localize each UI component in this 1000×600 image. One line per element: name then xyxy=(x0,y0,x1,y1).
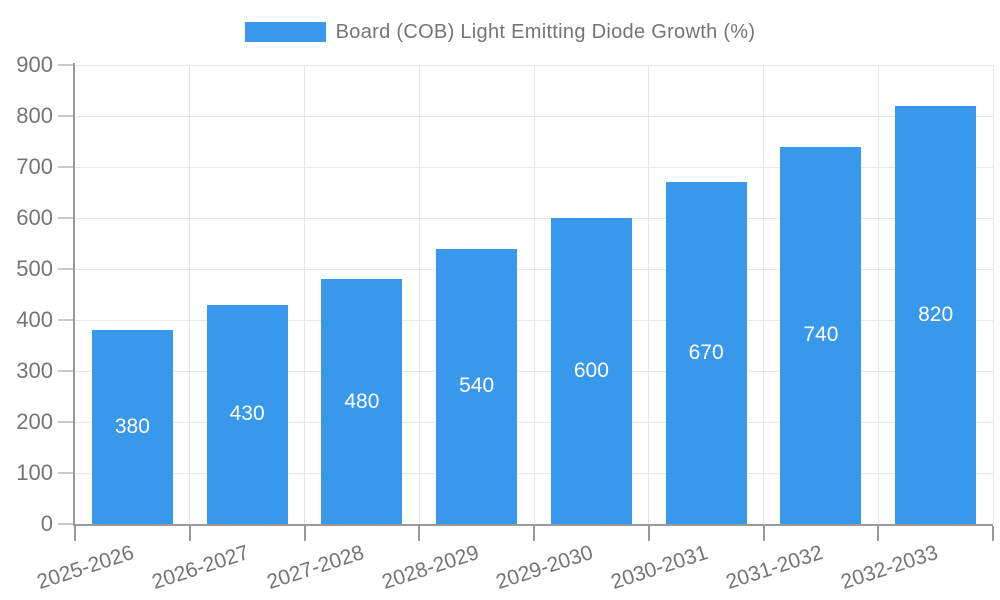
x-axis-tick xyxy=(74,526,76,541)
y-tick-label: 500 xyxy=(16,256,53,281)
bar-value-label: 540 xyxy=(459,374,495,398)
v-gridline xyxy=(304,65,305,524)
bar-value-label: 430 xyxy=(229,402,265,426)
x-axis-tick xyxy=(992,526,994,541)
y-tick-label: 0 xyxy=(40,511,53,536)
y-tick-label: 900 xyxy=(16,52,53,77)
y-tick-label: 800 xyxy=(16,103,53,128)
bar-value-label: 380 xyxy=(114,415,150,439)
bar-value-label: 820 xyxy=(918,302,954,326)
x-axis-tick xyxy=(877,526,880,541)
y-axis-tick xyxy=(58,217,74,219)
y-tick-label: 200 xyxy=(16,409,53,434)
bar-2026-2027[interactable] xyxy=(206,304,288,524)
v-gridline xyxy=(189,65,191,524)
legend-swatch xyxy=(244,22,326,42)
chart-legend[interactable]: Board (COB) Light Emitting Diode Growth … xyxy=(0,20,1000,44)
y-axis-line xyxy=(73,63,75,526)
bar-value-label: 740 xyxy=(803,323,839,347)
y-tick-label: 100 xyxy=(16,460,53,485)
y-tick-label: 600 xyxy=(16,205,53,230)
y-axis-tick xyxy=(58,370,74,372)
bar-value-label: 600 xyxy=(573,359,609,382)
v-gridline xyxy=(877,65,879,524)
x-axis-tick xyxy=(418,526,421,541)
y-axis-tick xyxy=(58,421,74,423)
y-tick-label: 300 xyxy=(16,358,53,383)
bar-2027-2028[interactable] xyxy=(321,279,403,524)
bar-value-label: 480 xyxy=(344,389,380,413)
v-gridline xyxy=(418,65,420,524)
x-axis-tick xyxy=(533,526,535,541)
y-tick-label: 700 xyxy=(16,154,53,179)
x-axis-tick xyxy=(303,526,306,541)
v-gridline xyxy=(648,65,650,524)
x-axis-tick xyxy=(647,526,650,541)
bar-2032-2033[interactable] xyxy=(895,105,977,524)
y-axis-tick xyxy=(58,472,74,474)
y-axis-tick xyxy=(58,268,74,270)
y-axis-tick xyxy=(58,319,74,321)
x-axis-tick xyxy=(762,526,765,541)
y-axis-tick xyxy=(58,523,74,525)
y-tick-label: 400 xyxy=(16,307,53,332)
x-axis-line xyxy=(73,524,993,526)
bar-2028-2029[interactable] xyxy=(436,248,518,524)
bar-2025-2026[interactable] xyxy=(91,330,173,524)
bar-2029-2030[interactable] xyxy=(550,218,632,524)
v-gridline xyxy=(763,65,764,524)
bar-2031-2032[interactable] xyxy=(780,146,862,524)
legend-label: Board (COB) Light Emitting Diode Growth … xyxy=(335,20,756,43)
v-gridline xyxy=(992,65,994,524)
y-axis-tick xyxy=(58,64,74,66)
bar-value-label: 670 xyxy=(688,341,724,365)
y-axis-tick xyxy=(58,115,74,117)
v-gridline xyxy=(533,65,535,524)
bar-2030-2031[interactable] xyxy=(665,182,747,524)
x-axis-tick xyxy=(188,526,191,541)
y-axis-tick xyxy=(58,166,74,168)
